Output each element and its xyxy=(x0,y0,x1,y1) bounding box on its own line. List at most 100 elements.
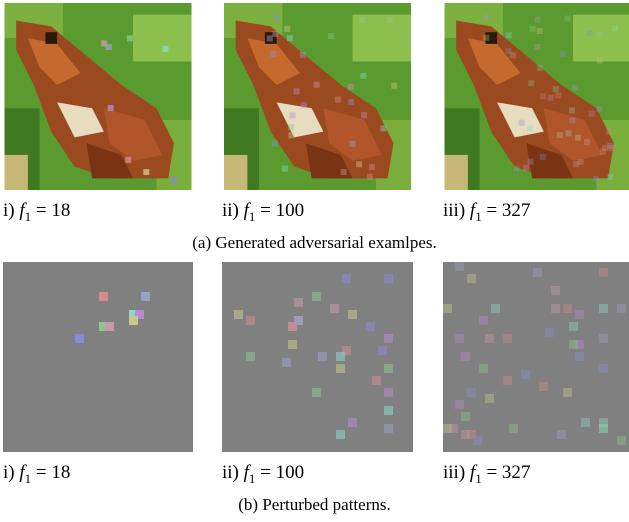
perturbed-pixel xyxy=(461,412,470,421)
perturbed-pixel xyxy=(75,334,84,343)
panel-label: iii) f1 = 327 xyxy=(443,462,530,487)
perturbed-pixel xyxy=(272,31,278,37)
perturbed-pixel xyxy=(246,352,255,361)
perturbed-pixel xyxy=(572,85,578,91)
perturbed-pixel xyxy=(384,274,393,283)
perturbed-pixel xyxy=(141,292,150,301)
perturbed-pixel xyxy=(473,436,482,445)
perturbed-pixel xyxy=(575,135,581,141)
perturbed-pixel xyxy=(597,58,603,64)
perturbed-pixel xyxy=(503,334,512,343)
perturbed-pixel xyxy=(557,430,566,439)
perturbed-pixel xyxy=(300,52,306,58)
perturbed-pixel xyxy=(479,316,488,325)
perturbed-pixel xyxy=(587,30,593,36)
perturbation-pattern xyxy=(222,262,413,452)
perturbed-pixel xyxy=(273,15,279,21)
perturbed-pixel xyxy=(479,364,488,373)
perturbed-pixel xyxy=(600,149,606,155)
math-value: 100 xyxy=(276,200,305,221)
perturbed-pixel xyxy=(612,25,618,31)
math-equals: = xyxy=(260,200,271,221)
perturbed-pixel xyxy=(282,358,291,367)
perturbed-pixel xyxy=(540,154,546,160)
perturbed-pixel xyxy=(518,120,524,126)
perturbed-pixel xyxy=(506,32,512,38)
perturbed-pixel xyxy=(521,370,530,379)
perturbed-pixel xyxy=(143,169,149,175)
panel-index: ii) xyxy=(222,462,239,483)
panel-index: i) xyxy=(3,200,15,221)
panel-label: ii) f1 = 100 xyxy=(222,200,304,225)
perturbed-pixel xyxy=(564,16,570,22)
perturbed-pixel xyxy=(596,106,602,112)
perturbed-pixel xyxy=(289,112,295,118)
perturbed-pixel xyxy=(267,35,273,41)
perturbed-pixel xyxy=(384,424,393,433)
perturbed-pixel xyxy=(301,102,307,108)
perturbed-pixel xyxy=(560,51,566,57)
perturbed-pixel xyxy=(503,376,512,385)
perturbed-pixel xyxy=(336,430,345,439)
perturbed-pixel xyxy=(127,35,133,41)
perturbed-pixel xyxy=(617,436,626,445)
perturbed-pixel xyxy=(384,388,393,397)
math-value: 327 xyxy=(502,462,531,483)
perturbed-pixel xyxy=(312,292,321,301)
math-equals: = xyxy=(486,200,497,221)
perturbed-pixel xyxy=(485,334,494,343)
perturbed-pixel xyxy=(563,304,572,313)
math-subscript: 1 xyxy=(25,209,32,224)
perturbed-pixel xyxy=(569,340,578,349)
perturbed-pixel xyxy=(599,268,608,277)
perturbed-pixel xyxy=(589,111,595,117)
perturbed-pixel xyxy=(99,292,108,301)
perturbed-pixel xyxy=(563,388,572,397)
adversarial-image xyxy=(3,3,193,190)
perturbed-pixel xyxy=(350,141,356,147)
perturbed-pixel xyxy=(234,310,243,319)
perturbed-pixel xyxy=(330,304,339,313)
perturbed-pixel xyxy=(599,418,608,427)
perturbed-pixel xyxy=(509,424,518,433)
subfigure-caption: (b) Perturbed patterns. xyxy=(0,495,629,515)
perturbed-pixel xyxy=(366,322,375,331)
perturbed-pixel xyxy=(581,418,590,427)
perturbed-pixel xyxy=(484,14,490,20)
panel-label: ii) f1 = 100 xyxy=(222,462,304,487)
perturbed-pixel xyxy=(573,161,579,167)
math-equals: = xyxy=(486,462,497,483)
perturbed-pixel xyxy=(391,83,397,89)
perturbed-pixel xyxy=(270,51,276,57)
perturbed-pixel xyxy=(367,174,373,180)
perturbed-pixel xyxy=(467,388,476,397)
math-subscript: 1 xyxy=(25,471,32,486)
perturbed-pixel xyxy=(387,17,393,23)
perturbed-pixel xyxy=(537,65,543,71)
perturbed-pixel xyxy=(539,382,548,391)
perturbed-pixel xyxy=(491,304,500,313)
perturbed-pixel xyxy=(284,26,290,32)
perturbed-pixel xyxy=(318,352,327,361)
perturbed-pixel xyxy=(129,316,138,325)
perturbed-pixel xyxy=(607,143,613,149)
perturbed-pixel xyxy=(341,169,347,175)
perturbed-pixel xyxy=(384,334,393,343)
math-equals: = xyxy=(260,462,271,483)
perturbed-pixel xyxy=(551,304,560,313)
perturbed-pixel xyxy=(597,32,603,38)
math-value: 100 xyxy=(276,462,305,483)
perturbed-pixel xyxy=(380,125,386,131)
perturbed-pixel xyxy=(467,274,476,283)
panel-index: ii) xyxy=(222,200,239,221)
perturbed-pixel xyxy=(336,352,345,361)
perturbed-pixel xyxy=(101,40,107,46)
perturbed-pixel xyxy=(288,132,294,138)
perturbed-pixel xyxy=(108,105,114,111)
perturbed-pixel xyxy=(294,88,300,94)
math-value: 327 xyxy=(502,200,531,221)
perturbed-pixel xyxy=(584,139,590,145)
perturbed-pixel xyxy=(523,165,529,171)
perturbed-pixel xyxy=(593,176,599,182)
perturbed-pixel xyxy=(384,364,393,373)
